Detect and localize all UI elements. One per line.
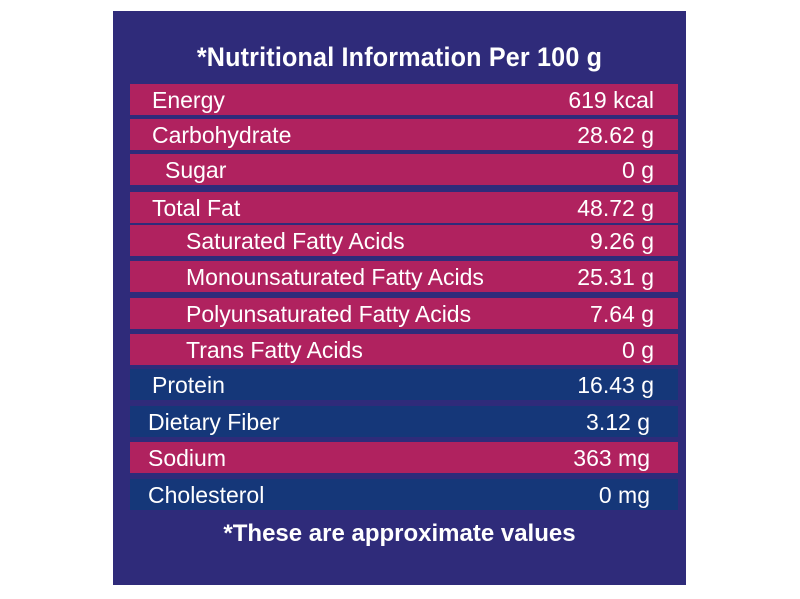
nutrient-value: 619 kcal: [568, 87, 654, 113]
row-sodium: Sodium 363 mg: [130, 442, 678, 473]
nutrient-name: Energy: [152, 87, 225, 113]
row-carbohydrate: Carbohydrate 28.62 g: [130, 119, 678, 150]
nutrient-name: Sugar: [165, 157, 227, 183]
row-dietary-fiber: Dietary Fiber 3.12 g: [130, 406, 678, 437]
nutrient-name: Monounsaturated Fatty Acids: [186, 264, 484, 290]
row-saturated-fatty-acids: Saturated Fatty Acids 9.26 g: [130, 225, 678, 256]
row-total-fat: Total Fat 48.72 g: [130, 192, 678, 223]
nutrient-name: Dietary Fiber: [148, 409, 280, 435]
row-monounsaturated-fatty-acids: Monounsaturated Fatty Acids 25.31 g: [130, 261, 678, 292]
nutrient-name: Carbohydrate: [152, 122, 292, 148]
nutrient-value: 363 mg: [573, 445, 650, 471]
nutrient-name: Trans Fatty Acids: [186, 337, 363, 363]
row-cholesterol: Cholesterol 0 mg: [130, 479, 678, 510]
nutrition-panel: *Nutritional Information Per 100 g Energ…: [113, 11, 686, 585]
row-polyunsaturated-fatty-acids: Polyunsaturated Fatty Acids 7.64 g: [130, 298, 678, 329]
row-sugar: Sugar 0 g: [130, 154, 678, 185]
nutrient-value: 0 mg: [598, 482, 650, 508]
nutrient-value: 48.72 g: [577, 195, 654, 221]
approximate-values-note: *These are approximate values: [223, 520, 576, 547]
row-protein: Protein 16.43 g: [130, 369, 678, 400]
nutrient-name: Sodium: [148, 445, 226, 471]
nutrient-name: Saturated Fatty Acids: [186, 228, 405, 254]
nutrient-name: Protein: [152, 372, 225, 398]
nutrition-title: *Nutritional Information Per 100 g: [196, 42, 603, 72]
nutrient-value: 16.43 g: [577, 372, 654, 398]
nutrient-value: 0 g: [622, 337, 654, 363]
nutrient-name: Total Fat: [152, 195, 241, 221]
nutrient-value: 3.12 g: [586, 409, 650, 435]
nutrient-value: 0 g: [622, 157, 654, 183]
nutrient-value: 7.64 g: [590, 301, 654, 327]
row-energy: Energy 619 kcal: [130, 84, 678, 115]
row-trans-fatty-acids: Trans Fatty Acids 0 g: [130, 334, 678, 365]
nutrient-value: 25.31 g: [577, 264, 654, 290]
nutrient-value: 28.62 g: [577, 122, 654, 148]
nutrient-name: Polyunsaturated Fatty Acids: [186, 301, 472, 327]
nutrient-name: Cholesterol: [148, 482, 265, 508]
nutrient-value: 9.26 g: [590, 228, 654, 254]
